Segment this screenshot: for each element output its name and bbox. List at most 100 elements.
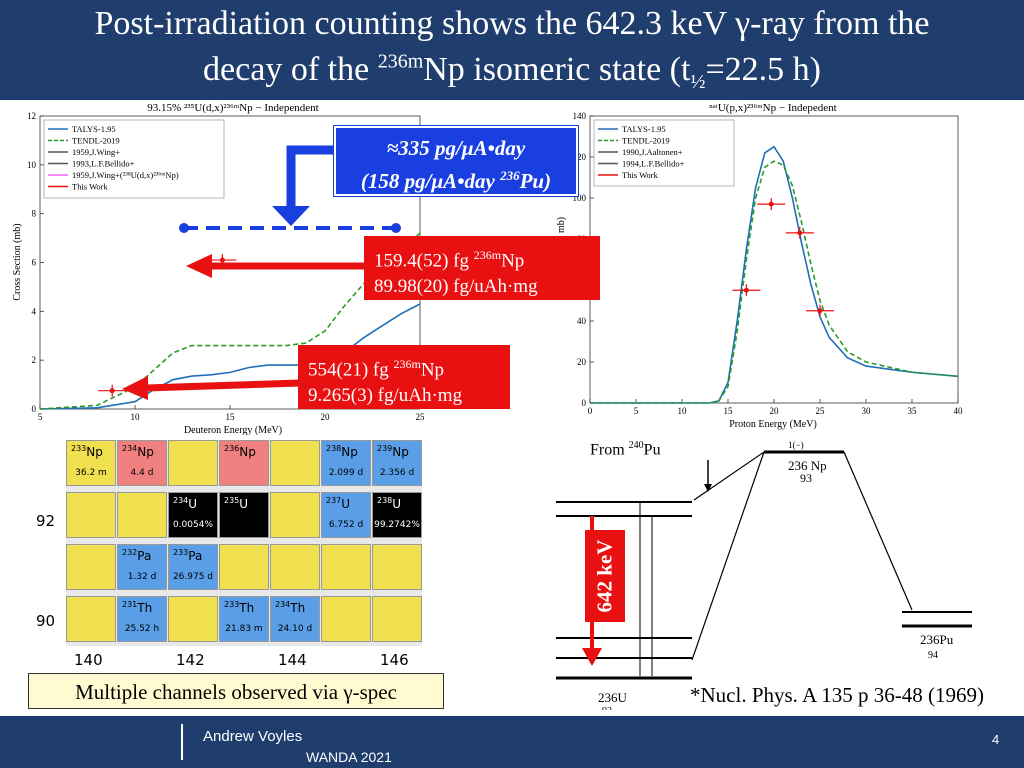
x-tick-label: 0: [588, 406, 593, 416]
nuclide-symbol: 238Np: [326, 444, 358, 459]
nuclide-cell-u234[interactable]: 234U 0.0054%: [168, 492, 218, 538]
this-work-point: [743, 287, 749, 293]
nuclide-cell-np236[interactable]: 236Np: [219, 440, 269, 486]
y-tick-label: 120: [573, 152, 587, 162]
from-pre: From: [590, 441, 629, 459]
u-mass: 236: [598, 690, 618, 705]
x-tick-label: 30: [862, 406, 872, 416]
nuclide-empty-cell: [270, 440, 320, 486]
nuclide-halflife: 36.2 m: [75, 468, 107, 478]
nuclide-cell-th231[interactable]: 231Th 25.52 h: [117, 596, 167, 642]
nuclide-empty-cell: [168, 440, 218, 486]
nuclide-cell-u238[interactable]: 238U 99.2742%: [372, 492, 422, 538]
footer-bar: Andrew Voyles WANDA 2021 4: [0, 716, 1024, 768]
slide-title-line1: Post-irradiation counting shows the 642.…: [94, 5, 930, 42]
blue-callout-line1: ≈335 pg/μA•day: [386, 136, 526, 160]
nuclide-cell-u237[interactable]: 237U 6.752 d: [321, 492, 371, 538]
nuclide-cell-pa232[interactable]: 232Pa 1.32 d: [117, 544, 167, 590]
nuclide-halflife: 0.0054%: [172, 520, 214, 530]
x-tick-label: 35: [908, 406, 918, 416]
nuclide-symbol: 233Np: [71, 444, 103, 459]
nuclide-cell-u235[interactable]: 235U: [219, 492, 269, 538]
left-plot-title: 93.15% ²³⁵U(d,x)²³⁶ᵐNp − Independent: [147, 102, 318, 114]
right-plot-svg: ⁿᵃᵗU(p,x)²³⁶ᵐNp − Indepedent Proton Ener…: [556, 102, 963, 430]
footer-conference: WANDA 2021: [306, 749, 392, 765]
red-arrow2-shaft: [145, 379, 301, 392]
nuclide-cell-np234[interactable]: 234Np 4.4 d: [117, 440, 167, 486]
y-tick-label: 0: [582, 398, 587, 408]
left-plot-ticks: 5 10 15 20 25 0 2 4 6 8 10 12: [27, 111, 425, 422]
y-tick-label: 100: [573, 193, 587, 203]
nuclide-cell-np239[interactable]: 239Np 2.356 d: [372, 440, 422, 486]
y-tick-label: 10: [27, 160, 37, 170]
blue-arrow-shaft: [286, 145, 336, 210]
red-callout-1: 159.4(52) fg 236mNp 89.98(20) fg/uAh·mg: [364, 236, 600, 300]
nuclide-halflife: 4.4 d: [130, 468, 154, 478]
red1-mass: 236m: [473, 248, 502, 262]
nuclide-n-146: 146: [380, 651, 409, 669]
x-tick-label: 10: [678, 406, 688, 416]
nuclide-halflife: 6.752 d: [328, 520, 364, 530]
np-z: 93: [800, 471, 812, 485]
y-tick-label: 20: [577, 357, 587, 367]
u-label: 236U: [598, 690, 628, 705]
red2-sym: Np: [420, 359, 445, 381]
nuclide-cell-th234[interactable]: 234Th 24.10 d: [270, 596, 320, 642]
nuclide-empty-cell: [372, 544, 422, 590]
footer-author: Andrew Voyles: [203, 728, 303, 745]
beta-left-upper: [693, 451, 765, 501]
nuclide-empty-cell: [66, 544, 116, 590]
red1-val: 159.4(52) fg: [374, 250, 474, 272]
title-bar: Post-irradiation counting shows the 642.…: [0, 0, 1024, 100]
x-tick-label: 20: [770, 406, 780, 416]
left-plot-svg: 93.15% ²³⁵U(d,x)²³⁶ᵐNp − Independent Deu…: [12, 102, 425, 436]
red1-line2: 89.98(20) fg/uAh·mg: [374, 276, 538, 298]
title-mass: 236m: [377, 50, 424, 73]
legend-label: 1990,J.Aaltonen+: [622, 147, 683, 157]
this-work-point: [797, 230, 803, 236]
nuclide-halflife: 2.356 d: [379, 468, 415, 478]
decay-scheme: 1(−) 236 Np 93 236U 92 236Pu 94: [556, 440, 972, 710]
blue-callout-line2: (158 pg/μA•day 236Pu): [336, 162, 576, 195]
gamma-642-arrow-head: [582, 648, 602, 666]
nuclide-symbol: 234U: [173, 496, 198, 511]
nuclide-halflife: 26.975 d: [172, 572, 214, 582]
legend-label: 1959,J.Wing+: [72, 147, 120, 157]
y-tick-label: 12: [27, 111, 36, 121]
nuclide-n-140: 140: [74, 651, 103, 669]
nuclide-cell-np238[interactable]: 238Np 2.099 d: [321, 440, 371, 486]
y-tick-label: 2: [32, 355, 37, 365]
beta-right: [843, 451, 913, 611]
nuclide-empty-cell: [168, 596, 218, 642]
this-work-point: [219, 257, 225, 263]
nuclide-z-90: 90: [36, 612, 56, 630]
nuclide-z-92: 92: [36, 512, 56, 530]
nuclide-empty-cell: [372, 596, 422, 642]
nuclide-cell-pa233[interactable]: 233Pa 26.975 d: [168, 544, 218, 590]
bracket-dot-right: [391, 223, 401, 233]
x-tick-label: 15: [226, 412, 236, 422]
nuclide-halflife: 2.099 d: [328, 468, 364, 478]
channels-note: Multiple channels observed via γ-spec: [28, 673, 444, 709]
right-cross-section-plot: ⁿᵃᵗU(p,x)²³⁶ᵐNp − Indepedent Proton Ener…: [548, 100, 968, 435]
slide-title-line2: decay of the 236mNp isomeric state (t½=2…: [0, 50, 1024, 92]
nuclide-cell-np233[interactable]: 233Np 36.2 m: [66, 440, 116, 486]
nuclide-empty-cell: [321, 596, 371, 642]
pu-mass: 236: [920, 632, 940, 647]
x-tick-label: 5: [38, 412, 43, 422]
nuclide-cell-th233[interactable]: 233Th 21.83 m: [219, 596, 269, 642]
legend-label: TENDL-2019: [72, 136, 120, 146]
blue-arrow-head: [272, 206, 310, 226]
y-tick-label: 6: [32, 258, 37, 268]
y-tick-label: 0: [32, 404, 37, 414]
from-sym: Pu: [643, 441, 661, 459]
x-tick-label: 5: [634, 406, 639, 416]
beta-left-lower: [691, 451, 765, 661]
nuclide-halflife: 21.83 m: [225, 624, 263, 634]
nuclide-halflife: 25.52 h: [124, 624, 160, 634]
nuclide-empty-cell: [117, 492, 167, 538]
red1-sym: Np: [501, 250, 525, 272]
